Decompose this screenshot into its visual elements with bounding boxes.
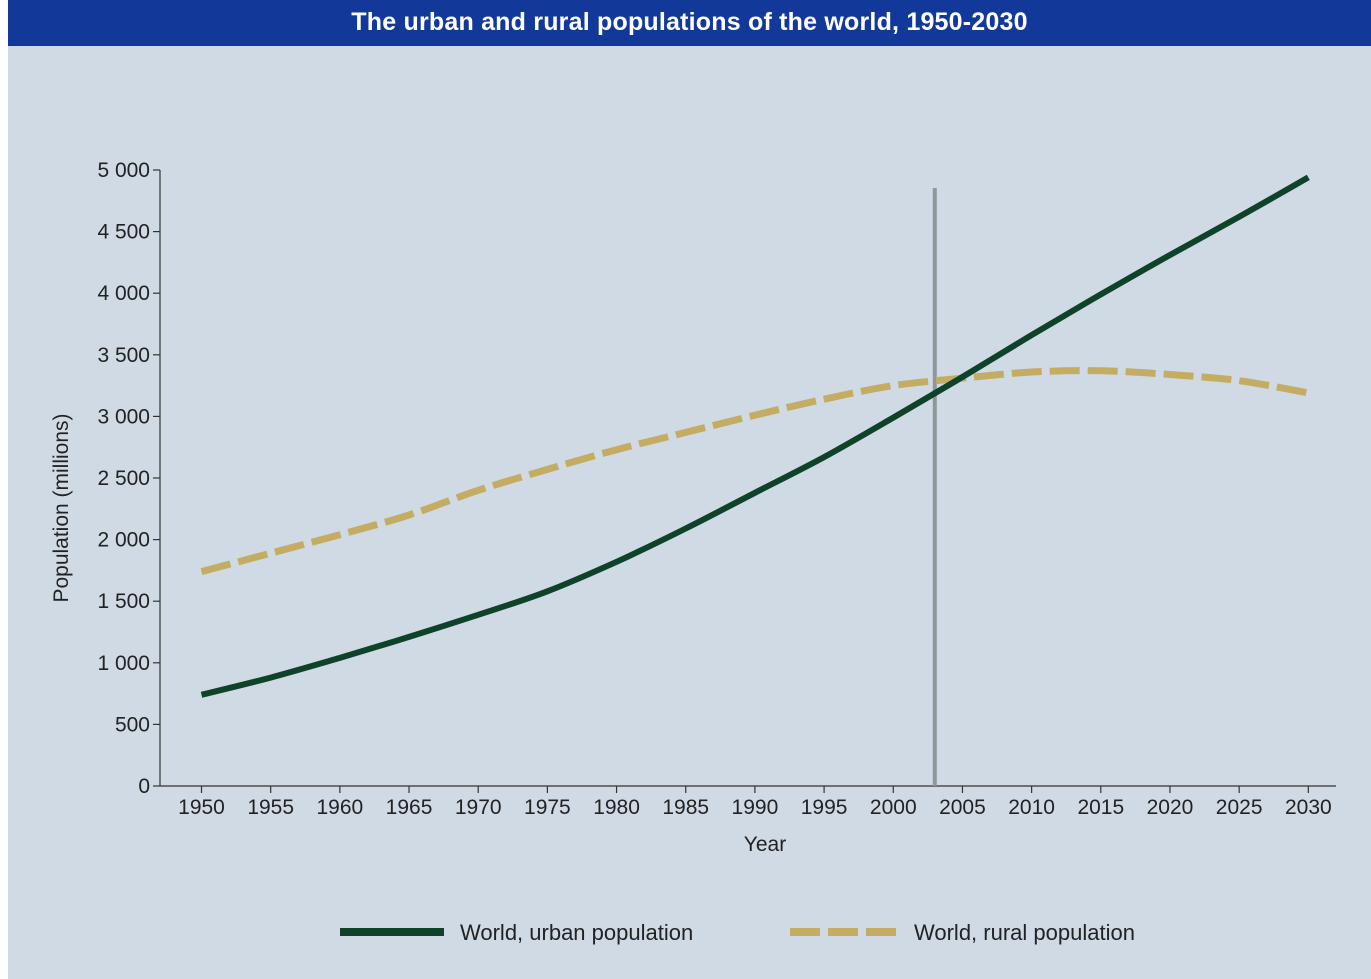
y-tick-label: 0	[138, 775, 150, 798]
urban-population-line	[200, 174, 1310, 698]
x-tick-label: 2000	[870, 796, 917, 819]
y-tick-label: 500	[115, 713, 150, 736]
y-tick-label: 4 000	[97, 282, 150, 305]
y-tick-label: 5 000	[97, 159, 150, 182]
y-tick-label: 2 500	[97, 467, 150, 490]
x-tick-label: 2010	[1008, 796, 1055, 819]
x-tick-label: 2005	[939, 796, 986, 819]
x-tick-label: 1980	[593, 796, 640, 819]
x-tick-label: 1985	[662, 796, 709, 819]
x-tick-label: 2015	[1077, 796, 1124, 819]
x-tick-label: 1960	[316, 796, 363, 819]
x-tick-label: 1950	[178, 796, 225, 819]
series-layer	[200, 174, 1310, 698]
chart-panel	[8, 0, 1371, 979]
y-tick-label: 1 500	[97, 590, 150, 613]
axes: 0 500 1 000 1 500 2 000 2 500 3 000 3 500 4 000 4…	[97, 159, 1336, 819]
legend-rural-label: World, rural population	[914, 920, 1135, 945]
x-tick-label: 1955	[247, 796, 294, 819]
y-tick-label: 3 500	[97, 344, 150, 367]
y-tick-label: 4 500	[97, 221, 150, 244]
legend-urban-label: World, urban population	[460, 920, 693, 945]
chart-title: The urban and rural populations of the w…	[8, 0, 1371, 46]
y-tick-label: 1 000	[97, 652, 150, 675]
x-tick-label: 1970	[455, 796, 502, 819]
y-tick-label: 3 000	[97, 405, 150, 428]
x-tick-label: 1965	[386, 796, 433, 819]
x-tick-label: 1975	[524, 796, 571, 819]
x-tick-label: 1990	[732, 796, 779, 819]
y-tick-label: 2 000	[97, 529, 150, 552]
legend: World, urban population World, rural pop…	[340, 920, 1135, 945]
x-tick-label: 1995	[801, 796, 848, 819]
x-tick-label: 2030	[1285, 796, 1332, 819]
y-axis-label: Population (millions)	[50, 413, 73, 602]
x-tick-label: 2020	[1147, 796, 1194, 819]
x-axis-label: Year	[744, 833, 786, 856]
x-tick-label: 2025	[1216, 796, 1263, 819]
rural-population-line	[200, 367, 1309, 575]
